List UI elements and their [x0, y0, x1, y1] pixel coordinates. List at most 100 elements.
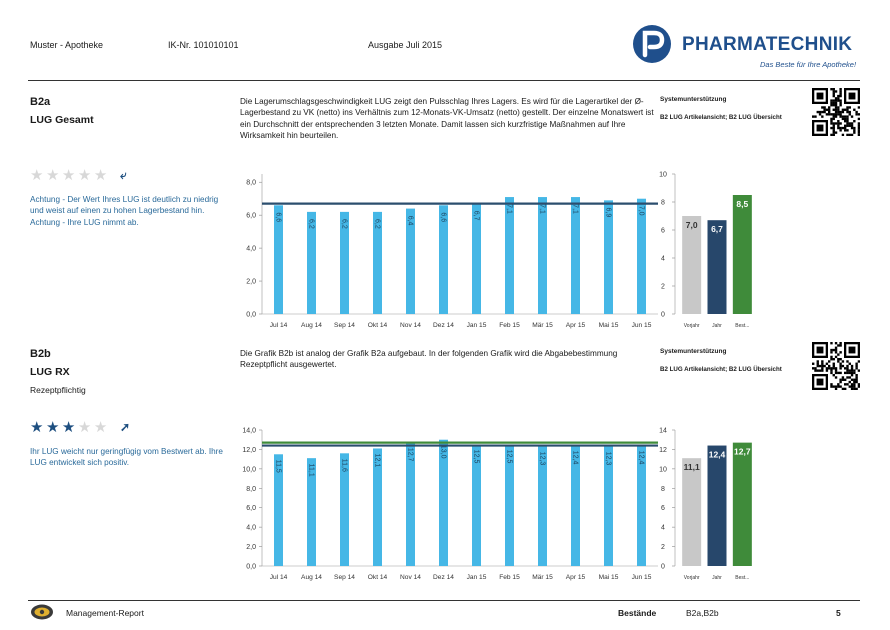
star-icon: ★: [61, 419, 78, 436]
y-tick-label: 4: [661, 256, 665, 263]
x-tick-label: Jun 15: [632, 322, 652, 329]
system-support-text: B2 LUG Artikelansicht; B2 LUG Übersicht: [660, 114, 782, 121]
x-tick-label: Apr 15: [566, 574, 586, 581]
y-tick-label: 2: [661, 284, 665, 291]
bar-value-label: 12,4: [638, 451, 645, 465]
y-tick-label: 2,0: [246, 279, 256, 286]
chart-b2a-comparison: 0 2 4 6 8 10 7,0 Vorjahr 6,7 Jahr 8,5 Best...: [659, 172, 752, 329]
x-tick-label: Jan 15: [467, 574, 487, 581]
edition-label: Ausgabe Juli 2015: [368, 40, 443, 50]
bar: [439, 439, 448, 566]
bar: [274, 205, 283, 314]
x-tick-label: Jan 15: [467, 322, 487, 329]
bar: [439, 205, 448, 314]
bar-value-label: 7,0: [686, 220, 698, 230]
section-name: LUG Gesamt: [30, 114, 94, 126]
x-tick-label: Mai 15: [599, 574, 619, 581]
x-tick-label: Dez 14: [433, 574, 454, 581]
bar-value-label: 12,1: [374, 454, 381, 468]
y-tick-label: 2: [661, 544, 665, 551]
bar-value-label: 6,6: [275, 212, 282, 222]
bar-value-label: 12,4: [709, 450, 726, 460]
bar: [538, 446, 547, 566]
y-tick-label: 6: [661, 228, 665, 235]
y-tick-label: 0,0: [246, 312, 256, 319]
bar: [307, 458, 316, 566]
bar-value-label: 11,1: [684, 462, 700, 472]
x-tick-label: Dez 14: [433, 322, 454, 329]
star-icon: ★: [93, 167, 110, 184]
y-tick-label: 12,0: [242, 447, 256, 454]
system-support-text: B2 LUG Artikelansicht; B2 LUG Übersicht: [660, 366, 782, 373]
y-tick-label: 12: [659, 447, 667, 454]
chart-b2b-monthly: 0,0 2,0 4,0 6,0 8,0 10,0 12,0 14,0 11,5 Jul 14 11,…: [242, 428, 658, 581]
y-tick-label: 4,0: [246, 525, 256, 532]
x-tick-label: Sep 14: [334, 322, 355, 329]
footer-rule: [28, 600, 860, 601]
bar-value-label: 11,5: [275, 460, 282, 473]
bar-value-label: 7,1: [539, 204, 546, 214]
bar: [732, 195, 752, 314]
header-rule: [28, 80, 860, 81]
section-description: Die Lagerumschlagsgeschwindigkeit LUG ze…: [240, 97, 654, 141]
bar: [472, 444, 481, 566]
bar: [340, 453, 349, 566]
pharmatechnik-logo-icon: [633, 25, 671, 63]
brand-tagline: Das Beste für Ihre Apotheke!: [760, 60, 857, 69]
chart-b2b-comparison: 0 2 4 6 8 10 12 14 11,1 Vorjahr 12,4 Jahr 12,7 Best..…: [659, 428, 752, 581]
qr-code-icon: [812, 342, 860, 390]
bar: [604, 200, 613, 314]
bar-value-label: 6,2: [374, 219, 381, 229]
bar-value-label: 6,7: [711, 224, 723, 234]
bar-value-label: 6,7: [473, 211, 480, 221]
bar: [373, 448, 382, 566]
bar: [340, 211, 349, 314]
x-tick-label: Sep 14: [334, 574, 355, 581]
section-subtitle: Rezeptpflichtig: [30, 385, 86, 395]
y-tick-label: 6,0: [246, 213, 256, 220]
bar: [274, 454, 283, 566]
y-tick-label: 8,0: [246, 180, 256, 187]
section-description: Die Grafik B2b ist analog der Grafik B2a…: [240, 349, 618, 370]
y-tick-label: 4,0: [246, 246, 256, 253]
x-tick-label: Jahr: [712, 323, 722, 329]
x-tick-label: Okt 14: [368, 574, 388, 581]
trend-up-arrow-icon: ➚: [120, 420, 131, 434]
y-tick-label: 14: [659, 428, 667, 435]
system-support-title: Systemunterstützung: [660, 348, 727, 355]
bar-value-label: 12,3: [605, 452, 612, 466]
x-tick-label: Best...: [735, 575, 749, 581]
y-tick-label: 4: [661, 525, 665, 532]
bar-value-label: 7,1: [506, 204, 513, 214]
bar: [571, 445, 580, 566]
pharmacy-name: Muster - Apotheke: [30, 40, 104, 50]
bar: [505, 197, 514, 314]
bar: [472, 203, 481, 314]
bar-value-label: 6,4: [407, 216, 414, 226]
y-tick-label: 2,0: [246, 544, 256, 551]
section-name: LUG RX: [30, 366, 70, 378]
x-tick-label: Jahr: [712, 575, 722, 581]
y-tick-label: 6: [661, 505, 665, 512]
rating-stars: ★★★★★: [30, 166, 110, 184]
star-icon: ★: [77, 167, 94, 184]
x-tick-label: Feb 15: [499, 574, 520, 581]
bar-value-label: 6,2: [308, 219, 315, 229]
bar: [682, 458, 702, 566]
y-tick-label: 8: [661, 200, 665, 207]
x-tick-label: Vorjahr: [684, 323, 700, 329]
section-code: B2a: [30, 96, 51, 108]
star-icon: ★: [77, 419, 94, 436]
x-tick-label: Nov 14: [400, 574, 421, 581]
bar-value-label: 12,5: [473, 450, 480, 464]
x-tick-label: Aug 14: [301, 322, 322, 329]
star-icon: ★: [30, 167, 46, 184]
x-tick-label: Vorjahr: [684, 575, 700, 581]
bar: [307, 211, 316, 314]
bar-value-label: 12,7: [734, 447, 751, 457]
x-tick-label: Mär 15: [532, 322, 553, 329]
bar-value-label: 6,9: [605, 207, 612, 217]
bar: [406, 442, 415, 566]
bar: [571, 197, 580, 314]
bar: [373, 211, 382, 314]
